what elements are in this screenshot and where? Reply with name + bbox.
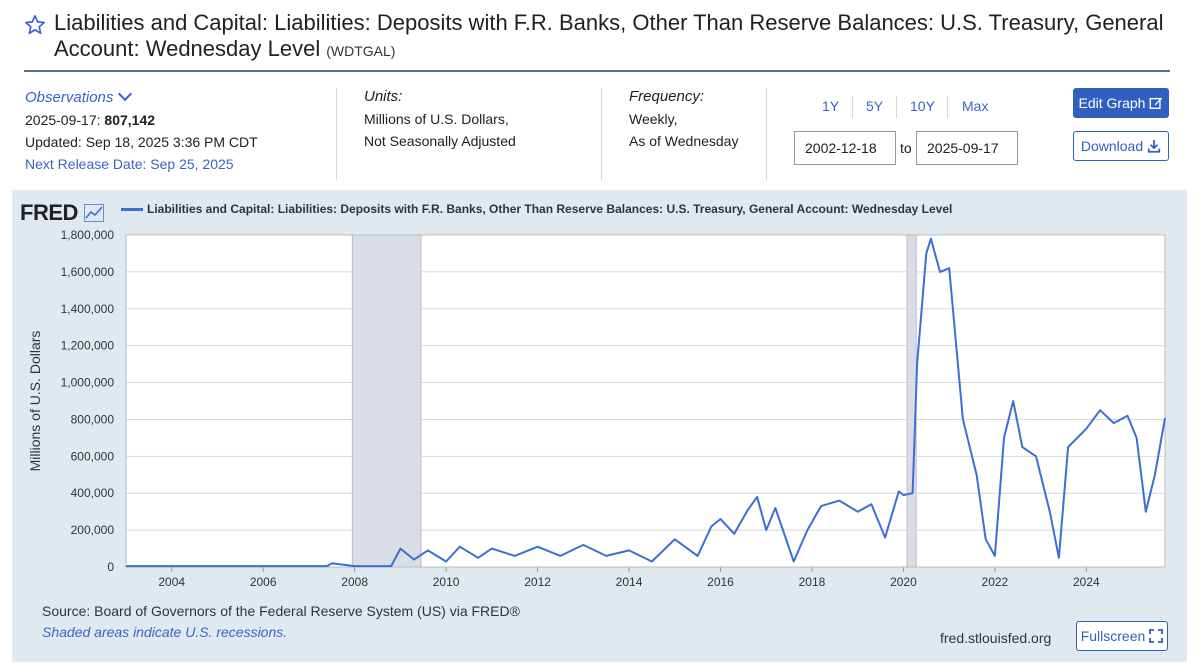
x-tick-label: 2004 [158,575,185,589]
page-title: Liabilities and Capital: Liabilities: De… [54,10,1164,64]
units-heading: Units: [364,88,403,105]
download-icon [1148,139,1161,153]
y-tick-label: 1,400,000 [61,302,115,316]
date-range-to: to [900,140,912,156]
edit-graph-button[interactable]: Edit Graph [1073,88,1169,118]
line-chart[interactable]: 0 200,000 400,000 600,000 800,000 1,000,000 1,… [12,190,1187,600]
title-divider [24,70,1170,72]
fullscreen-button[interactable]: Fullscreen [1076,621,1168,651]
legend-swatch [121,208,143,211]
x-tick-label: 2022 [982,575,1009,589]
x-tick-label: 2018 [799,575,826,589]
updated-text: Updated: Sep 18, 2025 3:36 PM CDT [25,134,258,150]
divider [766,88,767,180]
x-tick-label: 2016 [707,575,734,589]
source-note: Source: Board of Governors of the Federa… [42,603,520,619]
x-tick-label: 2006 [250,575,277,589]
fred-logo[interactable]: FRED [20,200,104,226]
observations-label[interactable]: Observations [25,89,114,106]
edit-icon [1150,97,1163,109]
x-tick-label: 2014 [616,575,643,589]
series-line[interactable] [126,237,1166,568]
range-divider [896,96,897,118]
frequency-line-2: As of Wednesday [629,133,739,149]
plot-border [125,234,1166,568]
y-tick-label: 600,000 [71,449,115,463]
x-tick-label: 2008 [341,575,368,589]
plot-area[interactable] [126,235,1165,567]
y-tick-label: 800,000 [71,412,115,426]
range-5y-button[interactable]: 5Y [866,98,884,114]
observation-date: 2025-09-17: [25,112,101,128]
legend-label: Liabilities and Capital: Liabilities: De… [147,202,953,216]
y-tick-label: 400,000 [71,486,115,500]
series-title: Liabilities and Capital: Liabilities: De… [54,10,1164,61]
y-tick-label: 200,000 [71,523,115,537]
divider [601,88,602,180]
range-1y-button[interactable]: 1Y [822,98,840,114]
recession-band [351,234,422,568]
edit-graph-label: Edit Graph [1078,95,1146,111]
range-divider [852,96,853,118]
frequency-line-1: Weekly, [629,111,678,127]
fred-logo-text: FRED [20,200,78,225]
y-axis-label: Millions of U.S. Dollars [27,331,43,472]
y-tick-label: 1,800,000 [61,228,115,242]
fullscreen-icon [1149,629,1164,643]
series-code: (WDTGAL) [326,43,396,59]
observation-value: 807,142 [104,112,156,128]
star-icon[interactable] [24,14,46,36]
x-tick-label: 2010 [433,575,460,589]
fullscreen-label: Fullscreen [1080,628,1146,644]
observations-toggle[interactable]: Observations [25,86,325,109]
start-date-input[interactable] [794,131,896,165]
x-tick-label: 2012 [524,575,551,589]
recession-note[interactable]: Shaded areas indicate U.S. recessions. [42,624,288,640]
next-release-link[interactable]: Next Release Date: Sep 25, 2025 [25,156,234,172]
y-tick-label: 1,200,000 [61,339,115,353]
x-tick-label: 2020 [890,575,917,589]
frequency-block: Frequency: Weekly, As of Wednesday [629,86,769,152]
range-10y-button[interactable]: 10Y [910,98,935,114]
end-date-input[interactable] [916,131,1018,165]
y-tick-label: 1,000,000 [61,376,115,390]
divider [336,88,337,180]
download-label: Download [1080,138,1144,154]
range-max-button[interactable]: Max [962,98,989,114]
observations-block: Observations 2025-09-17: 807,142 Updated… [25,86,325,175]
range-divider [947,96,948,118]
units-line-2: Not Seasonally Adjusted [364,133,516,149]
chevron-down-icon[interactable] [118,86,133,102]
x-tick-label: 2024 [1073,575,1100,589]
y-tick-label: 1,600,000 [61,265,115,279]
download-button[interactable]: Download [1073,131,1169,161]
y-tick-label: 0 [107,560,114,574]
units-block: Units: Millions of U.S. Dollars, Not Sea… [364,86,594,152]
frequency-heading: Frequency: [629,88,705,105]
chart-trend-icon [83,204,104,222]
site-url[interactable]: fred.stlouisfed.org [940,630,1052,646]
units-line-1: Millions of U.S. Dollars, [364,111,509,127]
